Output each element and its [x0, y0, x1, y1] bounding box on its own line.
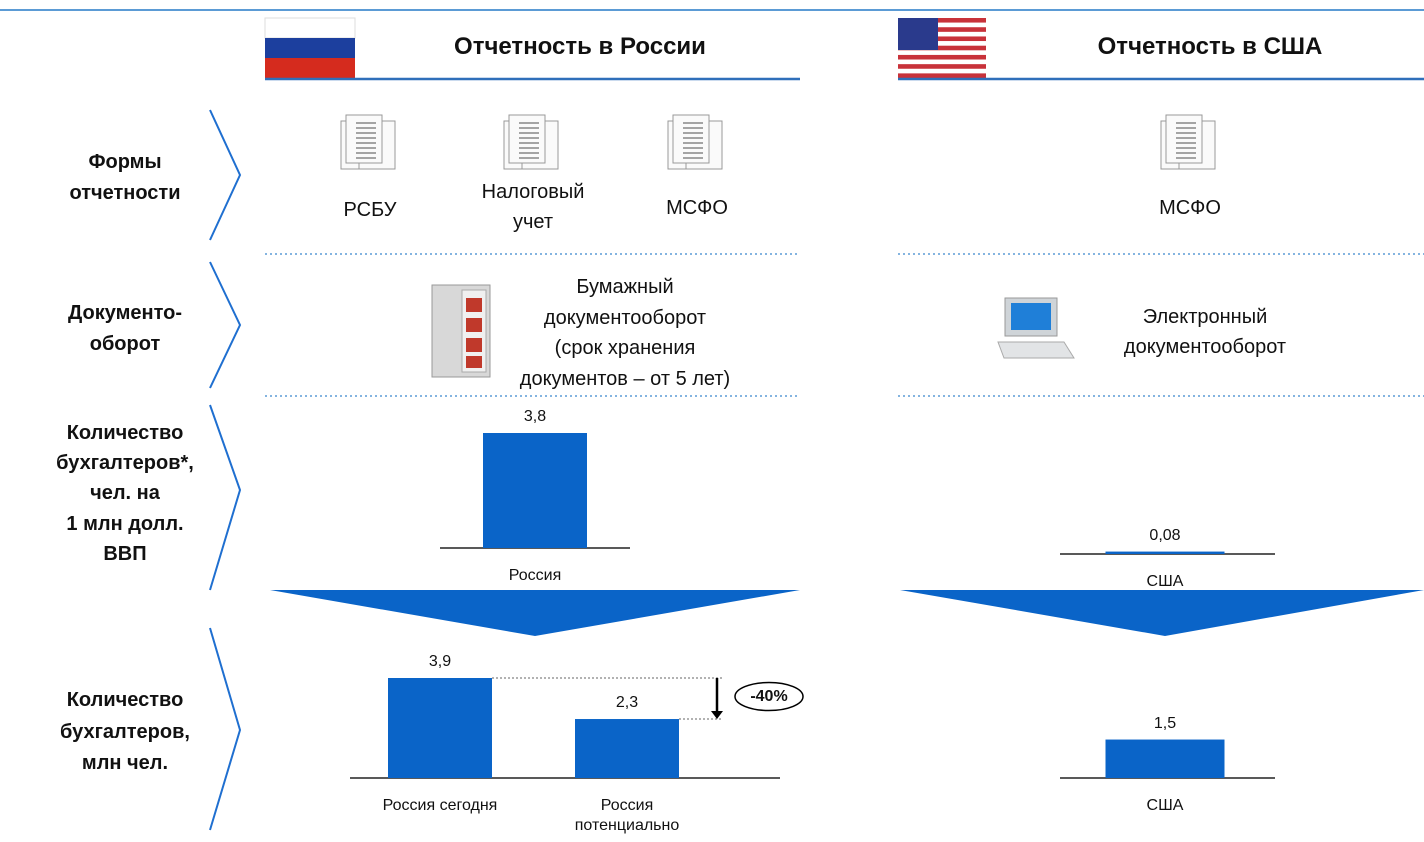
document-icon [341, 115, 395, 169]
page: Отчетность в России Отчетность в США Формы… [0, 0, 1424, 842]
workflow-text: (срок хранения [465, 336, 785, 360]
arrow-head [711, 711, 723, 719]
form-label: РСБУ [290, 198, 450, 222]
bar [1106, 552, 1225, 554]
value-label: 1,5 [1115, 714, 1215, 733]
flag-stripe [898, 50, 986, 55]
row-label: бухгалтеров, [25, 720, 225, 744]
row-label: оборот [25, 332, 225, 356]
value-label: 3,9 [390, 652, 490, 671]
form-label: учет [453, 210, 613, 234]
bar [575, 719, 679, 778]
row-label: Документо- [25, 301, 225, 325]
document-icon [504, 115, 558, 169]
flag-stripe [898, 60, 986, 65]
row-label: Количество [25, 688, 225, 712]
workflow-text: документов – от 5 лет) [465, 367, 785, 391]
bar [1106, 740, 1225, 778]
row-label: 1 млн долл. [25, 512, 225, 536]
value-label: 3,8 [485, 407, 585, 426]
value-label: 2,3 [577, 693, 677, 712]
workflow-text: Бумажный [465, 275, 785, 299]
flag-stripe [898, 73, 986, 78]
category-label: Россия сегодня [375, 796, 505, 815]
flag-stripe [898, 64, 986, 69]
flag-canton [898, 18, 938, 50]
row-label: ВВП [25, 542, 225, 566]
row-label: отчетности [25, 181, 225, 205]
row-label: Формы [25, 150, 225, 174]
russia-flag [265, 18, 355, 78]
form-label: МСФО [1110, 196, 1270, 220]
category-label: США [1100, 572, 1230, 591]
workflow-text: документооборот [1045, 335, 1365, 359]
value-label: 0,08 [1115, 526, 1215, 545]
workflow-text: документооборот [465, 306, 785, 330]
category-label: США [1100, 796, 1230, 815]
category-label: Россия [470, 566, 600, 585]
form-label: Налоговый [453, 180, 613, 204]
row-label: Количество [25, 421, 225, 445]
document-icon [1161, 115, 1215, 169]
row-label: бухгалтеров*, [25, 451, 225, 475]
annotation: -40% [734, 687, 804, 706]
category-label: Россия потенциально [562, 796, 692, 834]
page-sheet [1166, 115, 1202, 163]
section-title: Отчетность в США [1010, 33, 1410, 62]
section-title: Отчетность в России [380, 33, 780, 62]
workflow-text: Электронный [1045, 305, 1365, 329]
bar [483, 433, 587, 548]
bar [388, 678, 492, 778]
flag-stripe [898, 69, 986, 74]
flag-stripe [898, 55, 986, 60]
row-label: млн чел. [25, 751, 225, 775]
page-sheet [346, 115, 382, 163]
document-icon [668, 115, 722, 169]
funnel-arrow [270, 590, 800, 636]
page-sheet [673, 115, 709, 163]
funnel-arrow [900, 590, 1424, 636]
row-label: чел. на [25, 481, 225, 505]
usa-flag [898, 18, 986, 78]
form-label: МСФО [617, 196, 777, 220]
page-sheet [509, 115, 545, 163]
